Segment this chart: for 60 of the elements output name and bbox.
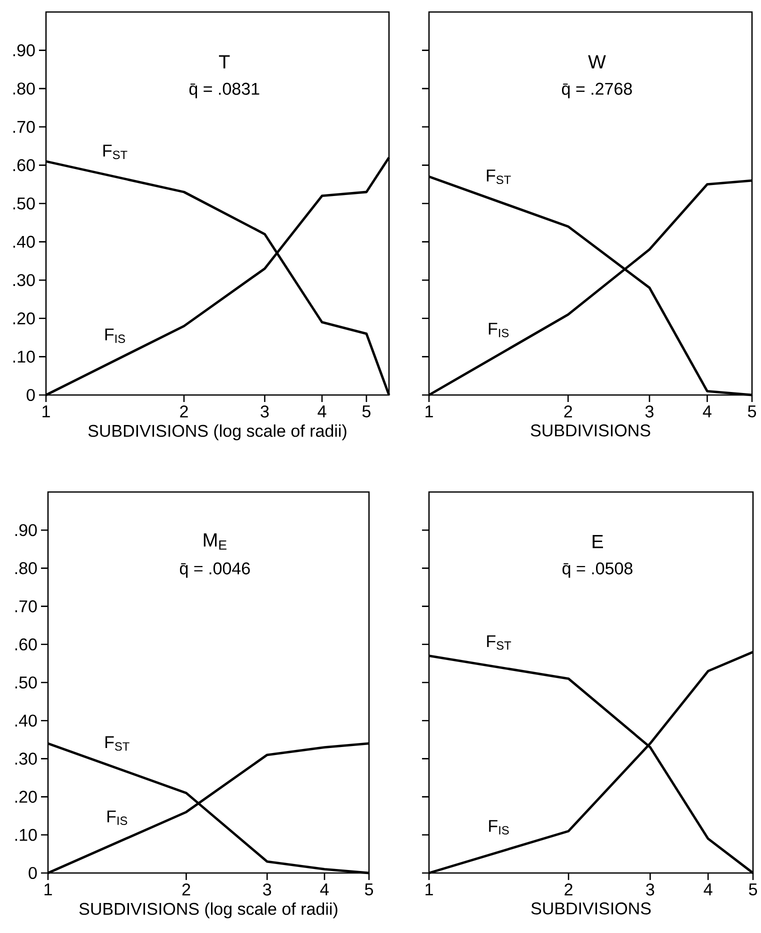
x-tick-label: 4 xyxy=(320,884,329,896)
y-tick-label: 0 xyxy=(28,866,37,880)
text: q̄ = .0508 xyxy=(562,562,632,578)
y-tick-label: .10 xyxy=(15,828,37,841)
x-tick-label: 1 xyxy=(426,406,433,418)
text: T xyxy=(218,55,230,68)
y-tick-label: .20 xyxy=(15,790,37,803)
series-label: F$_{ST}$ xyxy=(487,635,512,650)
x-axis-title: SUBDIVISIONS (log scale of radii) xyxy=(88,424,346,440)
x-tick-label: 1 xyxy=(42,406,50,418)
x-tick-label: 1 xyxy=(44,884,52,896)
y-tick-label: 0 xyxy=(26,388,35,402)
x-tick-label: 5 xyxy=(364,884,373,896)
x-axis-title: SUBDIVISIONS xyxy=(530,424,650,436)
x-axis-title: SUBDIVISIONS (log scale of radii) xyxy=(79,902,338,918)
y-tick-label: .20 xyxy=(13,312,35,324)
y-tick-label: .40 xyxy=(15,714,37,727)
x-tick-label: 3 xyxy=(263,884,272,896)
text: q̄ = .0046 xyxy=(180,562,250,578)
series-label: F$_{ST}$ xyxy=(103,144,128,160)
x-tick-label: 5 xyxy=(362,406,370,418)
text: W xyxy=(588,55,606,68)
y-tick-label: .80 xyxy=(13,82,35,95)
y-tick-label: .40 xyxy=(13,236,35,248)
series-label: F$_{IS}$ xyxy=(105,328,125,343)
x-tick-label: 2 xyxy=(180,406,188,418)
series-label: F$_{ST}$ xyxy=(105,736,130,751)
x-tick-label: 3 xyxy=(645,406,654,418)
y-tick-label: .70 xyxy=(15,600,37,612)
x-tick-label: 2 xyxy=(564,884,572,896)
y-tick-label: .80 xyxy=(15,562,37,574)
x-tick-label: 4 xyxy=(702,406,712,418)
y-tick-label: .70 xyxy=(13,120,35,133)
series-label: F$_{IS}$ xyxy=(489,820,509,835)
series-label: F$_{ST}$ xyxy=(486,170,511,184)
x-tick-label: 2 xyxy=(182,884,190,896)
x-axis-title: SUBDIVISIONS xyxy=(531,902,651,914)
y-tick-label: .60 xyxy=(13,159,35,172)
text: M$_{E}$ xyxy=(204,533,226,550)
y-tick-label: .90 xyxy=(13,44,35,56)
y-tick-label: .90 xyxy=(15,524,37,536)
series-label: F$_{IS}$ xyxy=(107,810,128,825)
y-tick-label: .50 xyxy=(13,197,35,210)
y-tick-label: .30 xyxy=(15,752,37,765)
text: E xyxy=(592,535,603,548)
y-tick-label: .10 xyxy=(13,350,35,363)
x-tick-label: 5 xyxy=(748,406,756,418)
series-label: F$_{IS}$ xyxy=(488,322,509,338)
y-tick-label: .60 xyxy=(15,638,37,650)
text: q̄ = .0831 xyxy=(189,82,260,98)
text: q̄ = .2768 xyxy=(562,82,632,98)
x-tick-label: 4 xyxy=(318,406,326,418)
x-tick-label: 3 xyxy=(646,884,654,896)
y-tick-label: .30 xyxy=(13,274,35,286)
x-tick-label: 4 xyxy=(704,884,712,896)
y-tick-label: .50 xyxy=(15,676,37,689)
x-tick-label: 2 xyxy=(564,406,572,418)
x-tick-label: 5 xyxy=(748,884,757,896)
x-tick-label: 1 xyxy=(426,884,433,896)
x-tick-label: 3 xyxy=(260,406,269,418)
